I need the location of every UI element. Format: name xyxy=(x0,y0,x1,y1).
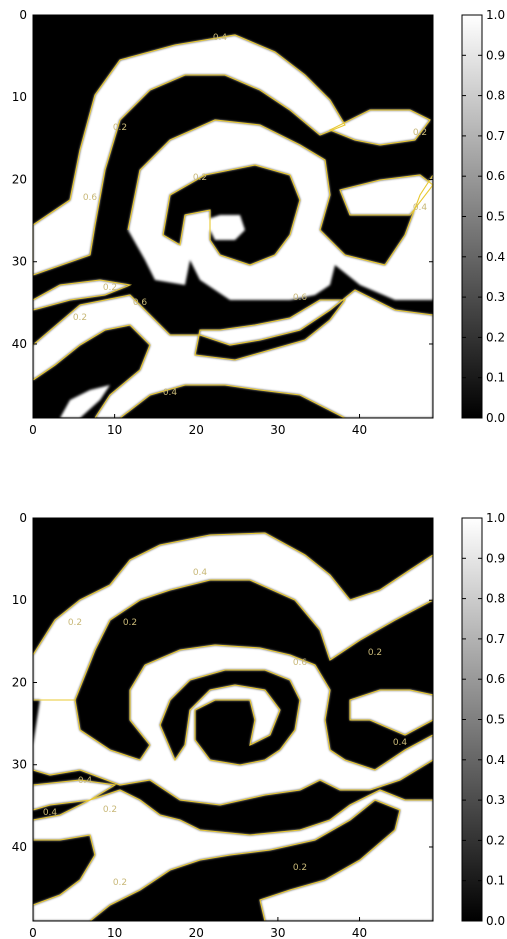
colorbar-tick-label: 0.4 xyxy=(486,753,505,767)
heatmap-panel-2: 0.4 0.2 0.2 0.4 0.6 0.2 0.4 0.2 0.2 0.2 0.4 0 10 20 3… xyxy=(12,511,505,939)
contour-label: 0.4 xyxy=(78,776,93,786)
colorbar-tick-label: 0.2 xyxy=(486,330,505,344)
colorbar-tick-label: 0.3 xyxy=(486,290,505,304)
y-tick-label: 40 xyxy=(12,840,27,854)
contour-labels-1: 0.4 0.2 0.6 0.2 0.2 0.6 0.4 0.2 0.2 0.4 0.6 xyxy=(73,33,428,398)
contour-label: 0.2 xyxy=(413,128,427,138)
colorbar-tick-label: 1.0 xyxy=(486,511,505,525)
contour-lines-2 xyxy=(32,532,434,922)
contour-label: 0.2 xyxy=(113,878,127,888)
y-axis-ticks-2: 0 10 20 30 40 xyxy=(12,511,433,854)
x-tick-label: 20 xyxy=(189,926,204,939)
colorbar-tick-label: 0.5 xyxy=(486,713,505,727)
contour-label: 0.4 xyxy=(413,203,428,213)
x-tick-label: 30 xyxy=(270,423,285,437)
y-tick-label: 20 xyxy=(12,172,27,186)
y-tick-label: 0 xyxy=(19,511,27,525)
colorbar-tick-label: 0.0 xyxy=(486,914,505,928)
contour-label: 0.4 xyxy=(163,388,178,398)
white-regions-1 xyxy=(33,35,433,418)
colorbar-tick-label: 0.3 xyxy=(486,793,505,807)
colorbar-tick-label: 1.0 xyxy=(486,8,505,22)
colorbar-tick-label: 0.9 xyxy=(486,551,505,565)
colorbar-tick-label: 0.7 xyxy=(486,129,505,143)
contour-labels-2: 0.4 0.2 0.2 0.4 0.6 0.2 0.4 0.2 0.2 0.2 0.4 xyxy=(43,568,408,888)
y-axis-ticks-1: 0 10 20 30 40 xyxy=(12,8,433,351)
colorbar-tick-label: 0.2 xyxy=(486,833,505,847)
contour-label: 0.4 xyxy=(43,808,58,818)
x-tick-label: 40 xyxy=(352,423,367,437)
colorbar-tick-label: 0.7 xyxy=(486,632,505,646)
contour-label: 0.4 xyxy=(213,33,228,43)
colorbar-tick-label: 0.1 xyxy=(486,371,505,385)
x-tick-label: 30 xyxy=(270,926,285,939)
contour-label: 0.2 xyxy=(113,123,127,133)
contour-label: 0.2 xyxy=(293,863,307,873)
y-tick-label: 30 xyxy=(12,758,27,772)
colorbar-ticks-2: 0.0 0.1 0.2 0.3 0.4 0.5 0.6 0.7 0.8 0.9 1.0 xyxy=(462,511,505,928)
contour-label: 0.2 xyxy=(123,618,137,628)
x-axis-ticks-2: 0 10 20 30 40 xyxy=(29,518,367,939)
y-tick-label: 10 xyxy=(12,90,27,104)
y-tick-label: 30 xyxy=(12,255,27,269)
x-axis-ticks-1: 0 10 20 30 40 xyxy=(29,15,367,437)
contour-label: 0.2 xyxy=(103,283,117,293)
contour-label: 0.2 xyxy=(368,648,382,658)
heatmap-panel-1: 0.4 0.2 0.6 0.2 0.2 0.6 0.4 0.2 0.2 0.4 0.6 0 10 20 3… xyxy=(12,8,505,437)
colorbar-tick-label: 0.8 xyxy=(486,592,505,606)
contour-label: 0.2 xyxy=(103,805,117,815)
contour-label: 0.4 xyxy=(193,568,208,578)
x-tick-label: 40 xyxy=(352,926,367,939)
plot-frame-2 xyxy=(32,517,434,922)
y-tick-label: 0 xyxy=(19,8,27,22)
contour-label: 0.2 xyxy=(73,313,87,323)
contour-label: 0.6 xyxy=(83,193,98,203)
contour-label: 0.2 xyxy=(68,618,82,628)
contour-lines-1 xyxy=(32,34,434,419)
x-tick-label: 0 xyxy=(29,926,37,939)
y-tick-label: 40 xyxy=(12,337,27,351)
plot-frame-1 xyxy=(32,14,434,419)
x-tick-label: 10 xyxy=(107,423,122,437)
y-tick-label: 10 xyxy=(12,593,27,607)
colorbar-tick-label: 0.0 xyxy=(486,411,505,425)
colorbar-tick-label: 0.5 xyxy=(486,210,505,224)
contour-label: 0.4 xyxy=(393,738,408,748)
colorbar-ticks-1: 0.0 0.1 0.2 0.3 0.4 0.5 0.6 0.7 0.8 0.9 1.0 xyxy=(462,8,505,425)
colorbar-tick-label: 0.1 xyxy=(486,874,505,888)
colorbar-tick-label: 0.6 xyxy=(486,169,505,183)
contour-label: 0.6 xyxy=(133,298,148,308)
colorbar-tick-label: 0.4 xyxy=(486,250,505,264)
x-tick-label: 0 xyxy=(29,423,37,437)
colorbar-tick-label: 0.9 xyxy=(486,48,505,62)
contour-label: 0.2 xyxy=(193,173,207,183)
contour-label: 0.6 xyxy=(293,293,308,303)
colorbar-tick-label: 0.6 xyxy=(486,672,505,686)
contour-label: 0.6 xyxy=(293,658,308,668)
x-tick-label: 20 xyxy=(189,423,204,437)
x-tick-label: 10 xyxy=(107,926,122,939)
colorbar-tick-label: 0.8 xyxy=(486,89,505,103)
y-tick-label: 20 xyxy=(12,675,27,689)
